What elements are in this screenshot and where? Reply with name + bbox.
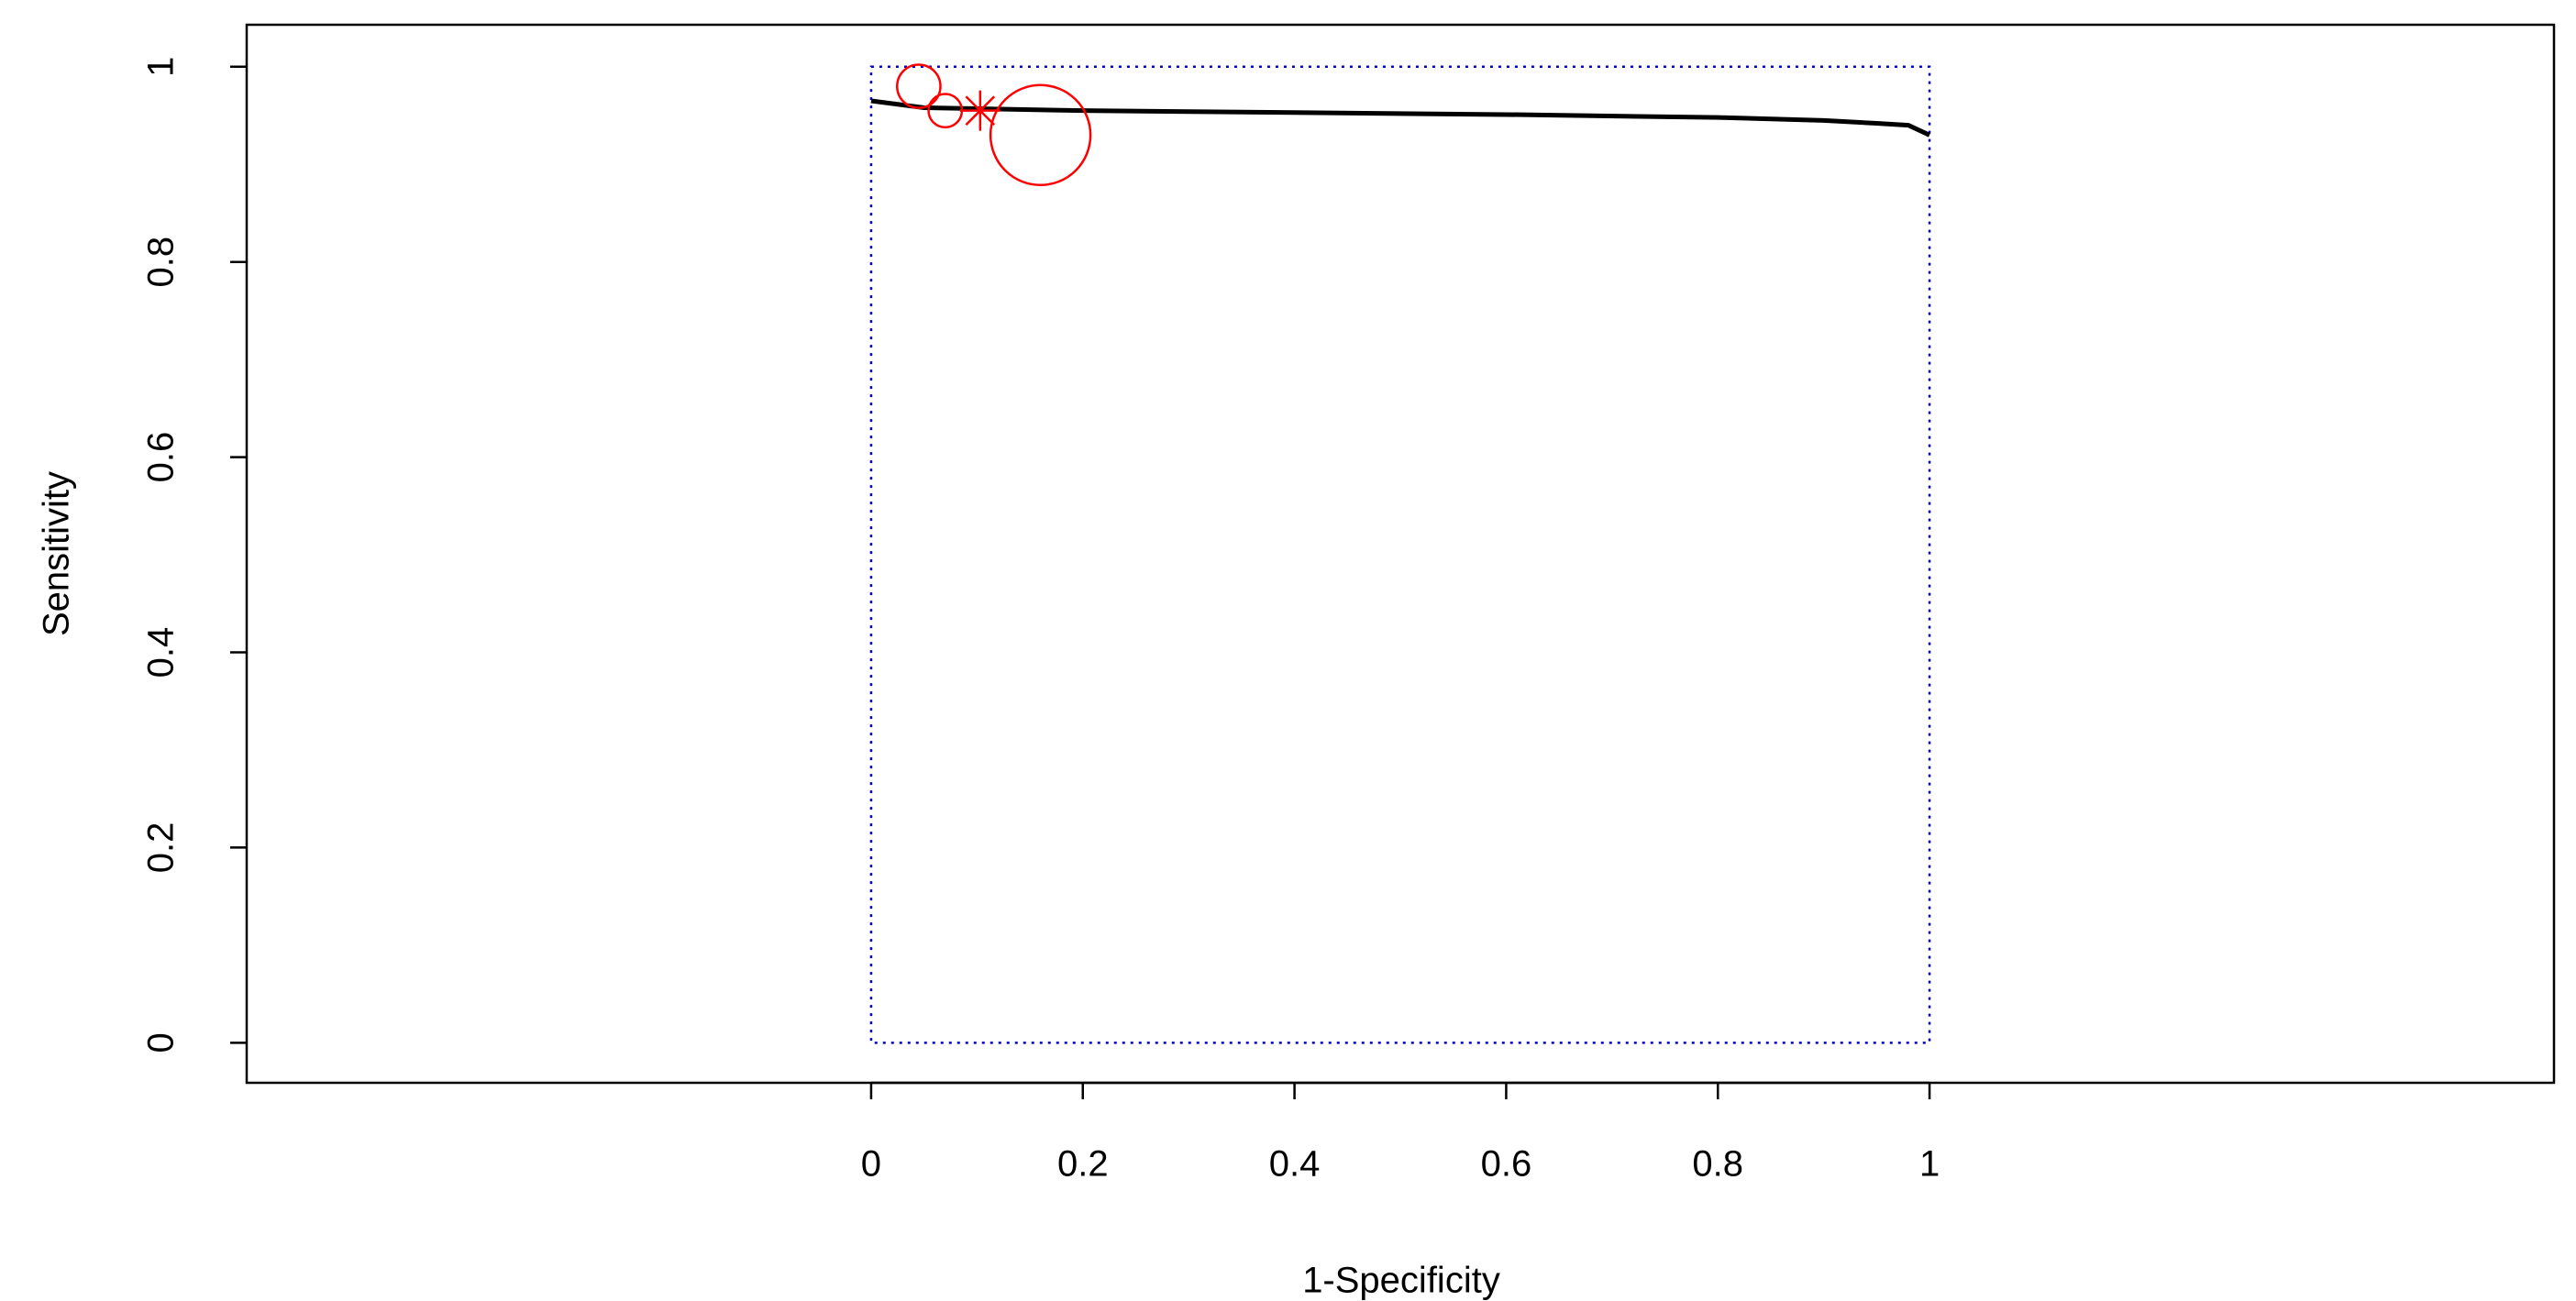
y-tick-label: 1 <box>141 57 182 77</box>
bounding-box <box>869 65 1931 1044</box>
plot-frame <box>245 23 2556 1085</box>
study-point <box>896 63 942 109</box>
y-tick-label: 0 <box>141 1032 182 1053</box>
y-tick-label: 0.4 <box>141 627 182 678</box>
x-tick-label: 0 <box>861 1144 881 1185</box>
x-axis-title: 1-Specificity <box>1302 1261 1500 1301</box>
x-tick-label: 0.2 <box>1057 1144 1109 1185</box>
x-tick-label: 1 <box>1919 1144 1940 1185</box>
x-tick-label: 0.6 <box>1481 1144 1532 1185</box>
y-tick-label: 0.6 <box>141 432 182 483</box>
y-axis-title: Sensitivity <box>37 471 77 636</box>
x-tick-label: 0.4 <box>1269 1144 1321 1185</box>
y-tick-label: 0.2 <box>141 822 182 874</box>
study-point <box>927 93 964 129</box>
study-point <box>989 83 1092 187</box>
summary-stroke <box>965 95 996 126</box>
x-tick-label: 0.8 <box>1692 1144 1743 1185</box>
y-tick-label: 0.8 <box>141 237 182 288</box>
summary-point <box>959 90 1001 131</box>
sroc-curve <box>870 98 1931 138</box>
